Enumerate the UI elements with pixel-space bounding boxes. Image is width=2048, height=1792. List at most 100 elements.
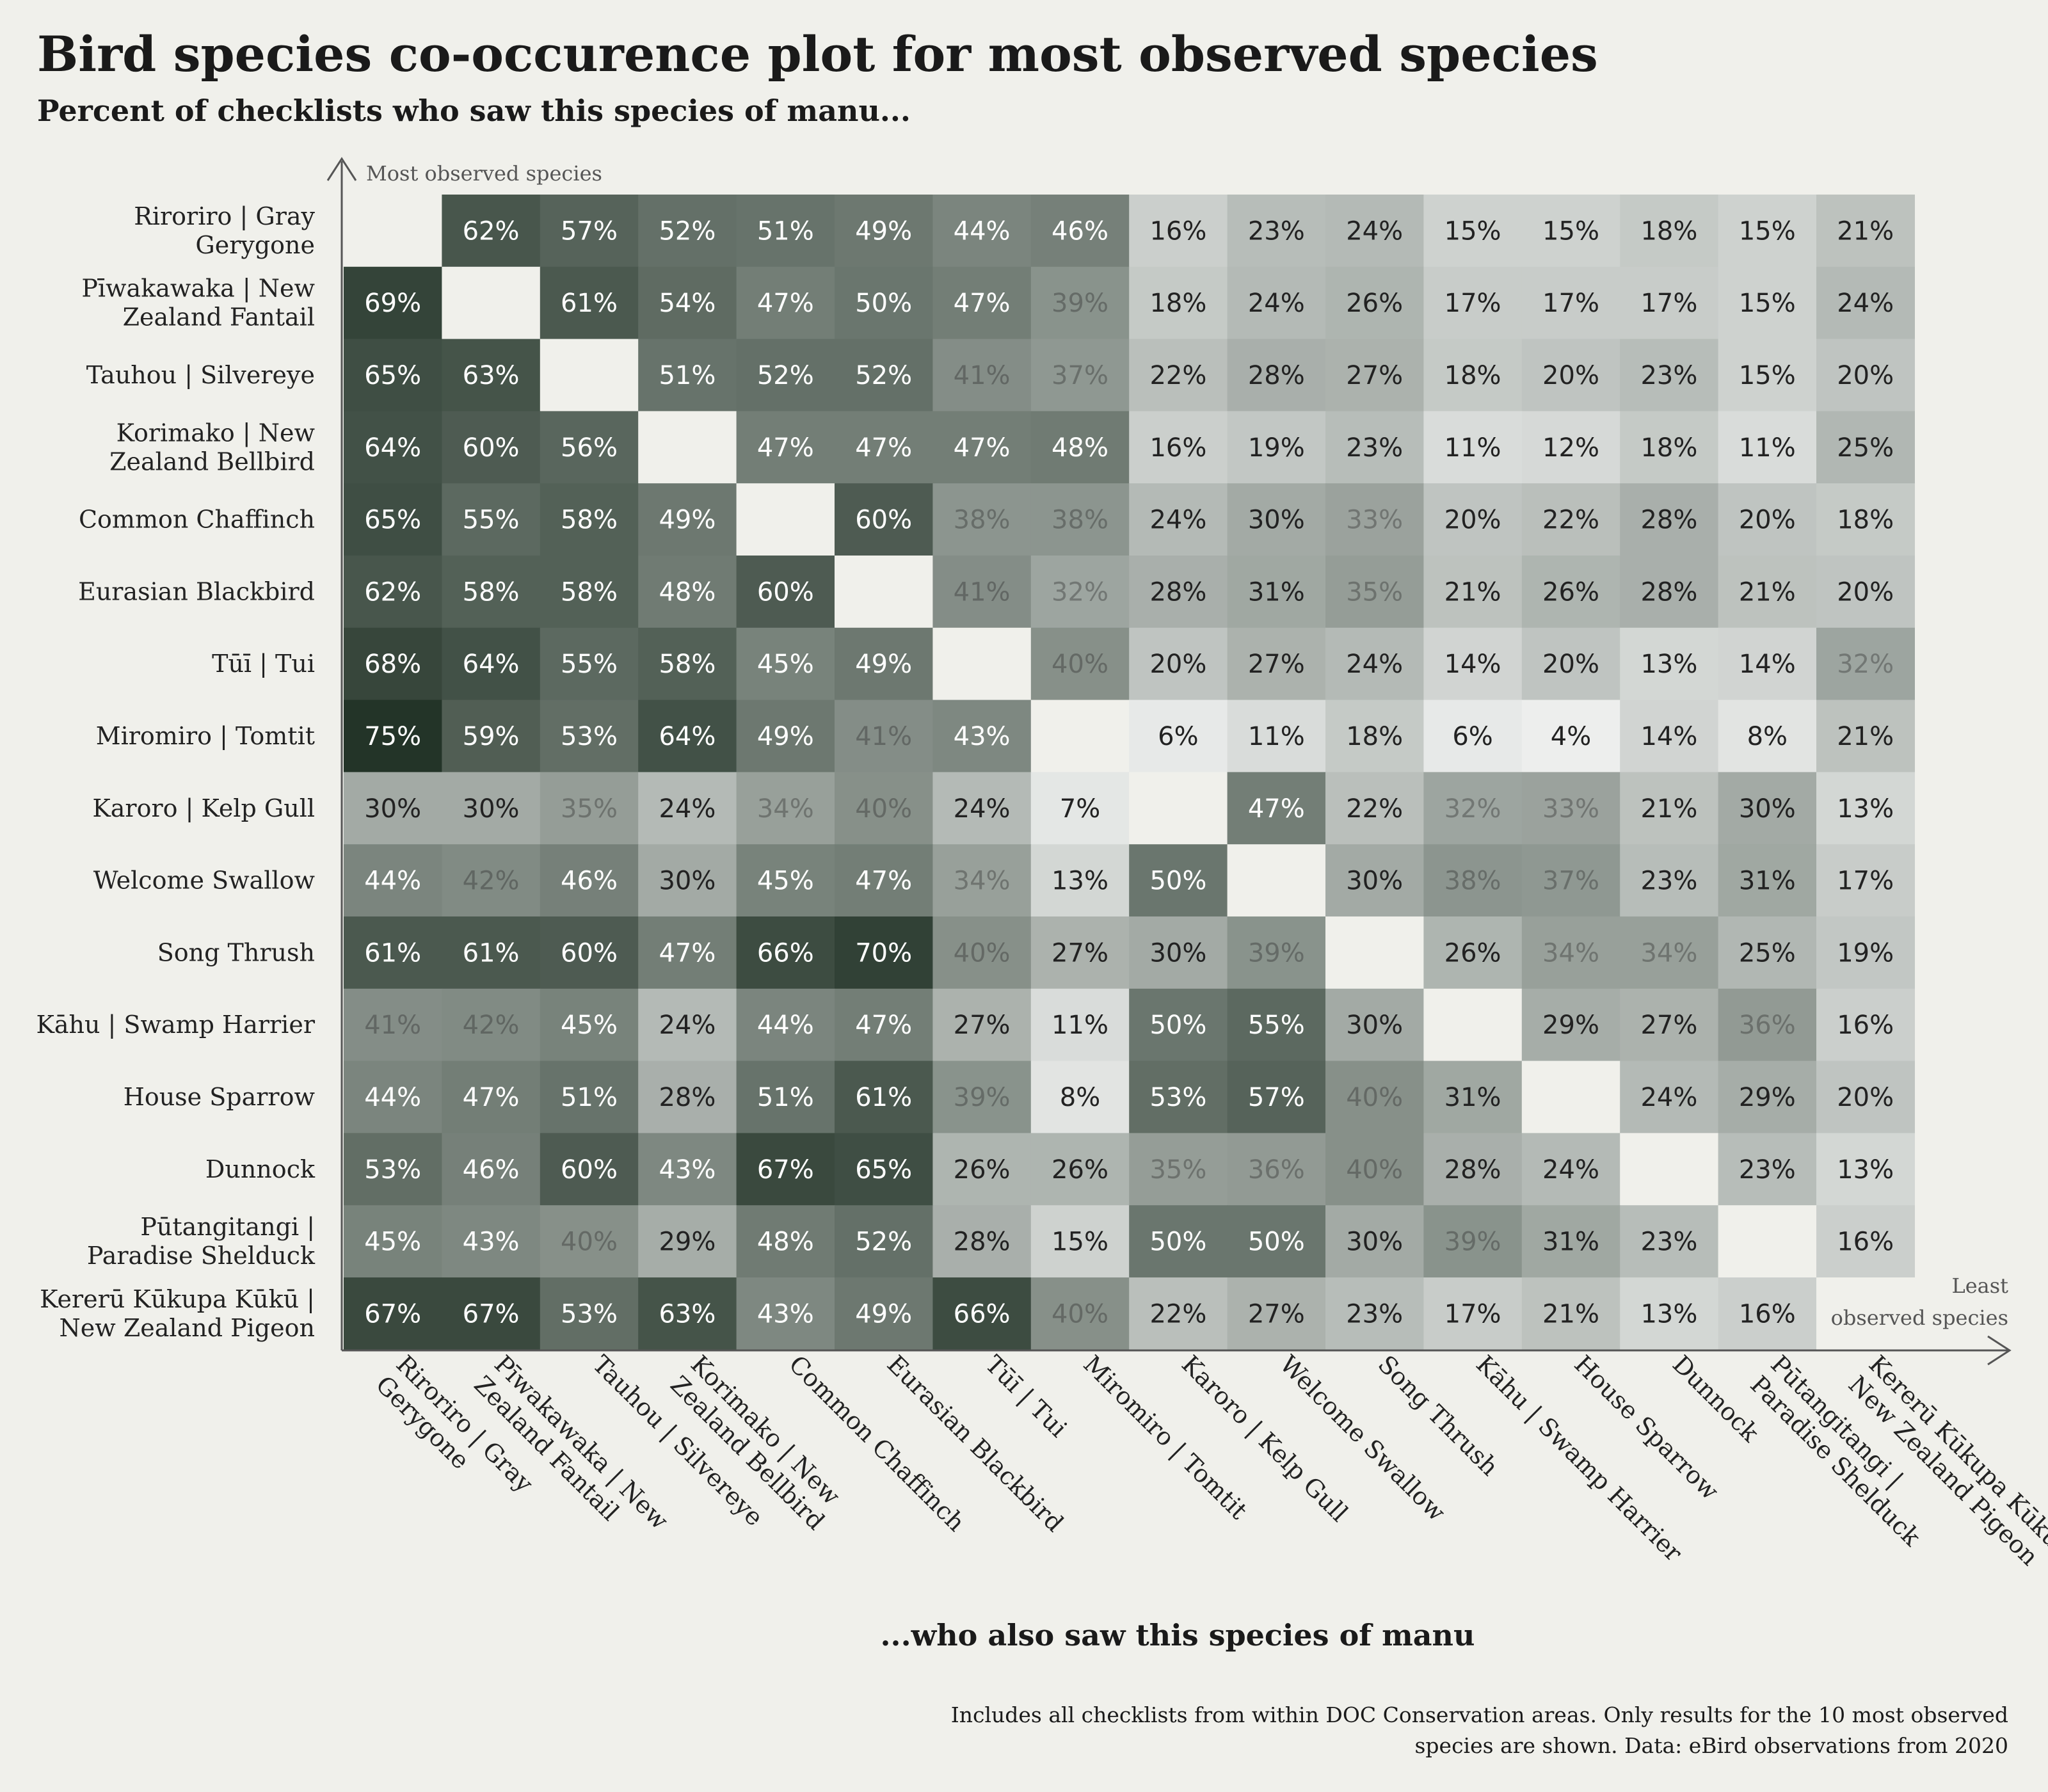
cell-value-label: 17% [1444,1299,1501,1329]
heatmap-cell-empty [1030,700,1130,772]
cell-value-label: 65% [364,506,421,535]
heatmap-cell [1718,772,1817,845]
heatmap-cell-empty [638,411,737,484]
heatmap-cell [1816,339,1915,412]
heatmap-cell-empty [1816,1277,1915,1350]
row-label: Song Thrush [157,938,315,966]
heatmap-cell [932,1205,1032,1278]
heatmap-cell [1325,700,1424,772]
cell-value-label: 33% [1346,506,1403,535]
heatmap-cell [1129,988,1228,1062]
heatmap-cell [736,339,835,412]
heatmap-cell [638,627,737,701]
heatmap-cell [540,411,639,484]
cell-value-label: 26% [1346,289,1403,318]
heatmap-cell [736,700,835,772]
cell-value-label: 53% [561,722,618,751]
heatmap-cell [1129,916,1228,989]
cell-value-label: 46% [561,867,618,896]
heatmap-cell [736,1277,835,1350]
cell-value-label: 52% [855,1228,912,1257]
heatmap-cell [1620,627,1719,701]
cell-value-label: 23% [1346,433,1403,463]
row-label: Karoro | Kelp Gull [92,794,315,822]
cell-value-label: 47% [757,289,814,318]
heatmap-cell [1227,411,1326,484]
heatmap-cell [1423,266,1523,340]
cell-value-label: 16% [1149,216,1206,246]
heatmap-cell [638,1060,737,1133]
cell-value-label: 38% [1444,867,1501,896]
heatmap-cell [1816,1205,1915,1278]
cell-value-label: 47% [463,1083,520,1112]
heatmap-cell [736,411,835,484]
column-label-line: Eurasian Blackbird [882,1350,1069,1537]
cell-value-label: 32% [1052,577,1108,607]
heatmap-cell [1620,1205,1719,1278]
heatmap-cell [344,483,442,556]
heatmap-cell [1521,266,1620,340]
cell-value-label: 33% [1542,794,1599,824]
heatmap-cell [736,1060,835,1133]
heatmap-cell [442,916,541,989]
cell-value-label: 29% [1542,1011,1599,1040]
heatmap-cell [442,411,541,484]
heatmap-cell-empty [344,195,442,268]
cell-value-label: 44% [757,1011,814,1040]
heatmap-cell [932,1277,1032,1350]
cell-value-label: 68% [364,650,421,679]
cell-value-label: 26% [1542,577,1599,607]
cell-value-label: 13% [1837,1155,1894,1185]
row-label-line: Paradise Shelduck [87,1242,316,1270]
cell-value-label: 27% [1248,650,1305,679]
cell-value-label: 39% [1052,289,1108,318]
heatmap-cell [1718,411,1817,484]
cell-value-label: 15% [1739,361,1796,390]
heatmap-cell [638,772,737,845]
cell-value-label: 24% [659,1011,716,1040]
cell-value-label: 28% [1640,506,1697,535]
heatmap-cell [1129,1205,1228,1278]
cell-value-label: 23% [1739,1155,1796,1185]
heatmap-cell [1620,844,1719,917]
heatmap-cell [1129,700,1228,772]
cell-value-label: 37% [1542,867,1599,896]
heatmap-cell [442,556,541,628]
cell-value-label: 50% [1149,1011,1206,1040]
heatmap-cell [1325,1277,1424,1350]
cell-value-label: 50% [1149,1228,1206,1257]
heatmap-cell [932,700,1032,772]
cell-value-label: 61% [855,1083,912,1112]
cell-value-label: 20% [1739,506,1796,535]
heatmap-cell [1620,266,1719,340]
column-label: Miromiro | Tomtit [1078,1350,1252,1524]
heatmap-cell [442,700,541,772]
cell-value-label: 21% [1739,577,1796,607]
heatmap-cell [540,700,639,772]
row-label-line: Zealand Fantail [123,303,315,332]
heatmap-cell [1423,411,1523,484]
heatmap-cell [1227,772,1326,845]
cell-value-label: 69% [364,289,421,318]
heatmap-cell [1129,195,1228,268]
cell-value-label: 63% [463,361,520,390]
cell-value-label: 20% [1542,361,1599,390]
cell-value-label: 53% [364,1155,421,1185]
cell-value-label: 48% [1052,433,1108,463]
heatmap-cell [638,266,737,340]
cell-value-label: 24% [659,794,716,824]
cell-value-label: 17% [1542,289,1599,318]
heatmap-cell-empty [442,266,541,340]
cell-value-label: 14% [1444,650,1501,679]
column-label-line: Karoro | Kelp Gull [1176,1350,1354,1527]
cell-value-label: 41% [954,361,1011,390]
cell-value-label: 19% [1837,938,1894,968]
cell-value-label: 26% [1444,938,1501,968]
cell-value-label: 24% [1346,650,1403,679]
heatmap-cell [442,1060,541,1133]
cell-value-label: 21% [1837,722,1894,751]
cell-value-label: 32% [1444,794,1501,824]
heatmap-cell [1129,483,1228,556]
heatmap-cell-empty [1423,988,1523,1062]
